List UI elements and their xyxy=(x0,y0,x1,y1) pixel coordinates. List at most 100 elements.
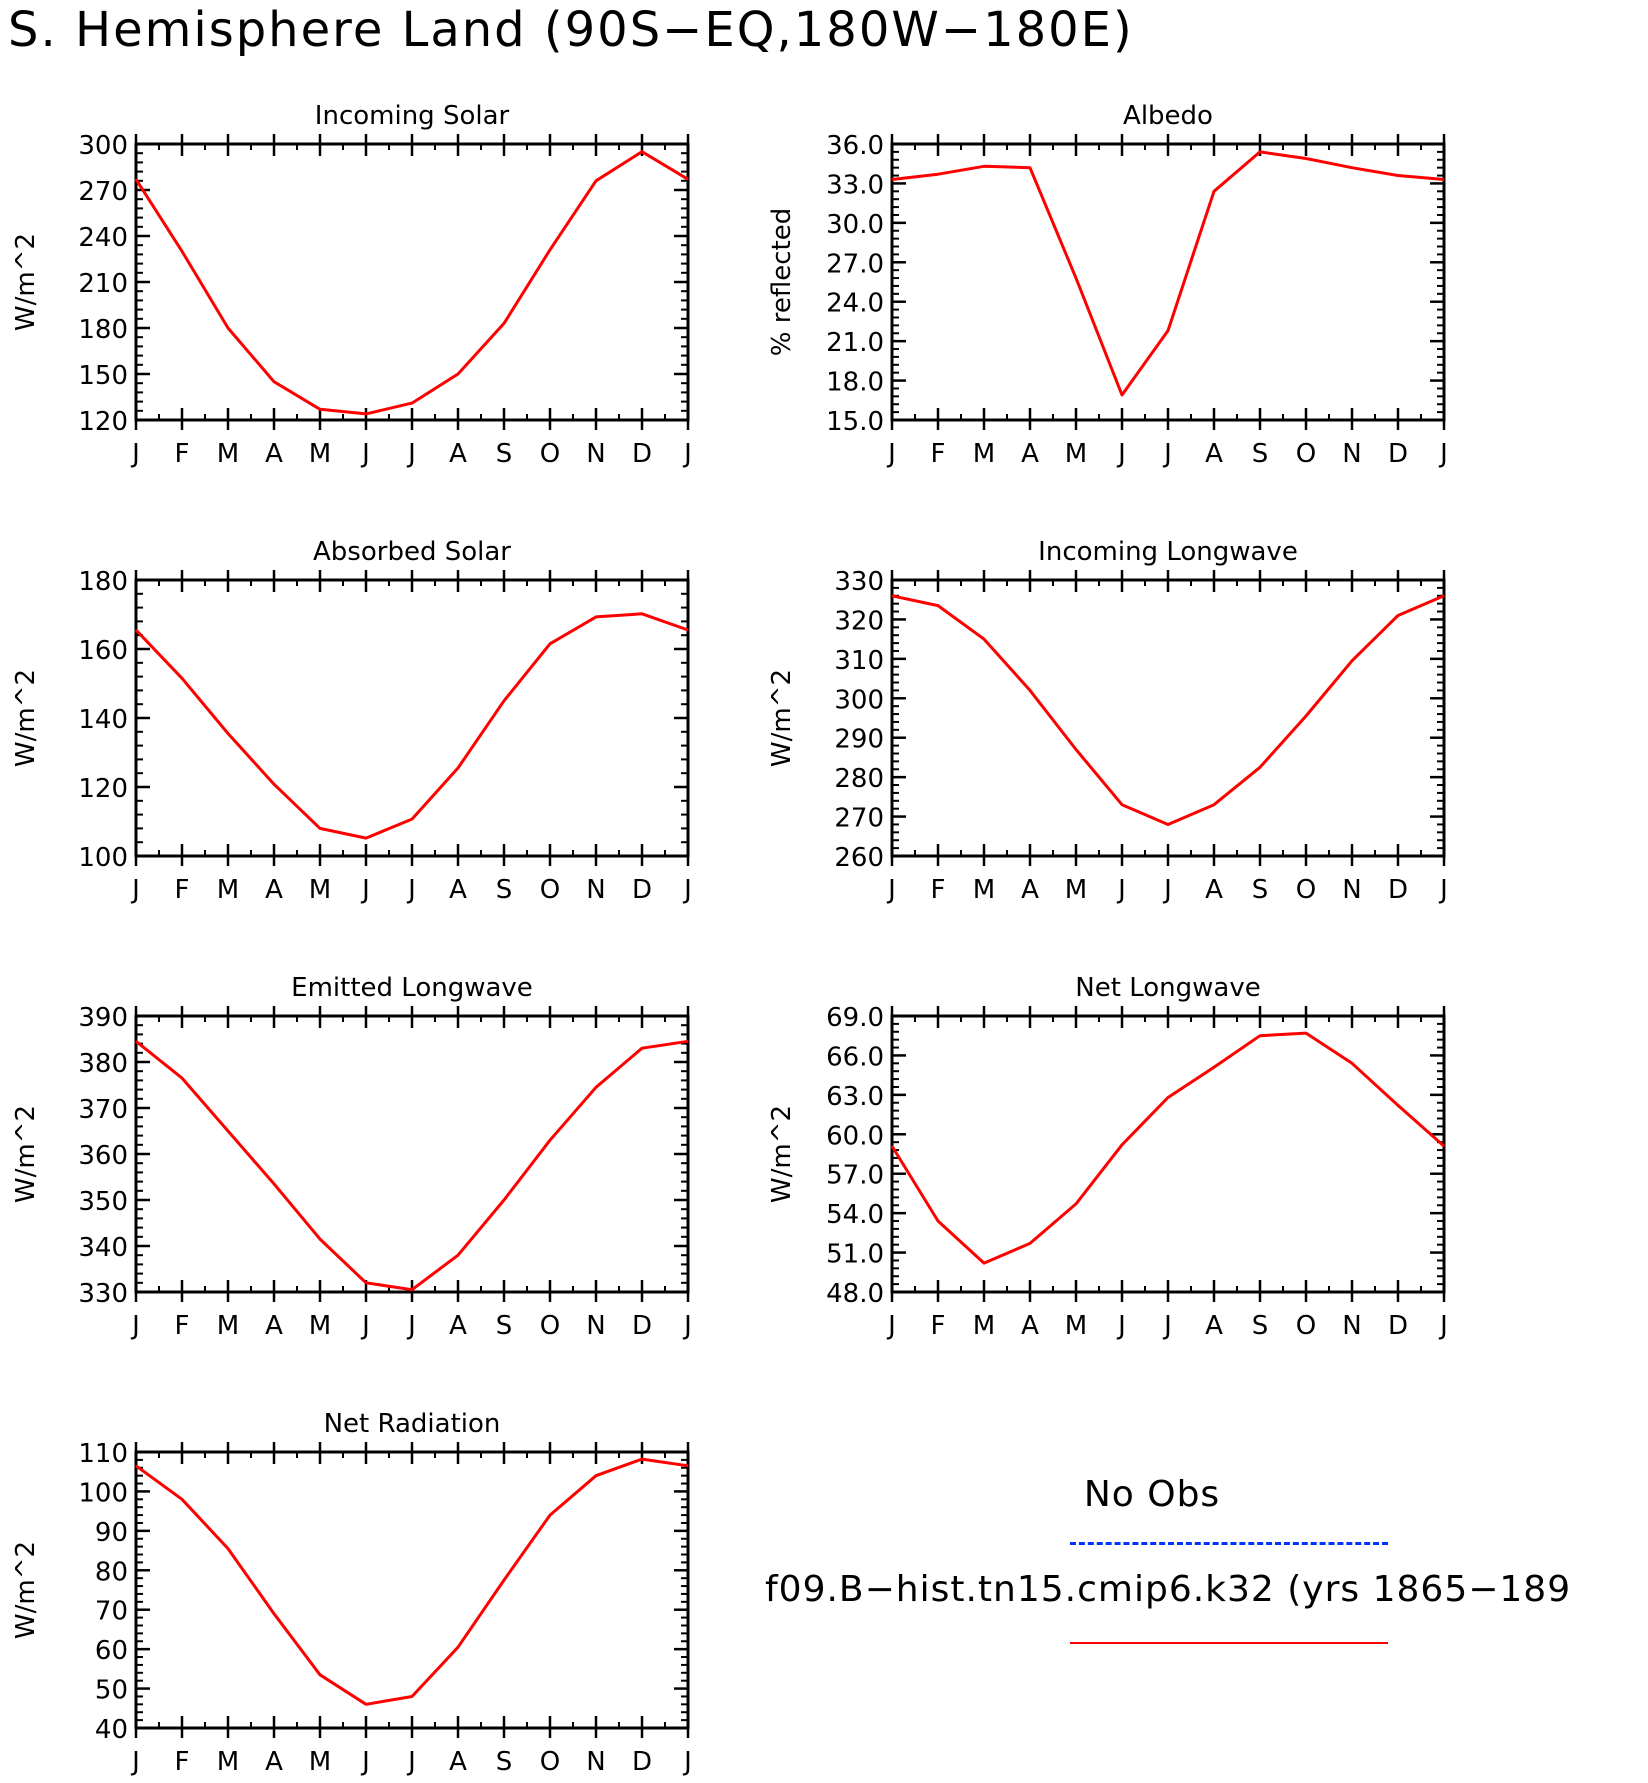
y-tick-label: 57.0 xyxy=(826,1161,884,1191)
y-tick-label: 30.0 xyxy=(826,210,884,240)
panel-title: Net Longwave xyxy=(1075,973,1260,1003)
y-axis-label: W/m^2 xyxy=(11,1105,41,1203)
data-point xyxy=(549,643,551,645)
y-tick-label: 310 xyxy=(834,646,884,676)
data-point xyxy=(641,1047,643,1049)
y-tick-label: 36.0 xyxy=(826,131,884,161)
x-tick-label: O xyxy=(1296,875,1316,905)
data-point xyxy=(687,1040,689,1042)
panel-title: Incoming Solar xyxy=(315,101,510,131)
x-tick-label: J xyxy=(130,1747,140,1777)
y-tick-label: 320 xyxy=(834,606,884,636)
x-tick-label: J xyxy=(1162,875,1172,905)
x-tick-label: J xyxy=(1116,1311,1126,1341)
x-tick-label: D xyxy=(632,875,652,905)
data-point xyxy=(549,1139,551,1141)
data-point xyxy=(891,595,893,597)
data-point xyxy=(1351,660,1353,662)
x-tick-label: O xyxy=(540,875,560,905)
x-tick-label: J xyxy=(1162,1311,1172,1341)
x-tick-label: F xyxy=(931,875,946,905)
y-tick-label: 330 xyxy=(834,567,884,597)
x-tick-label: M xyxy=(1065,875,1087,905)
data-point xyxy=(319,1674,321,1676)
data-point xyxy=(273,783,275,785)
data-point xyxy=(319,408,321,410)
data-point xyxy=(983,1262,985,1264)
x-tick-label: J xyxy=(1438,875,1448,905)
plot-frame xyxy=(134,1014,690,1294)
data-point xyxy=(983,638,985,640)
data-point xyxy=(1167,823,1169,825)
data-point xyxy=(1351,167,1353,169)
x-tick-label: D xyxy=(632,439,652,469)
x-tick-label: J xyxy=(1116,875,1126,905)
y-tick-label: 300 xyxy=(78,131,128,161)
data-point xyxy=(273,1183,275,1185)
x-tick-label: F xyxy=(175,1311,190,1341)
data-point xyxy=(641,1458,643,1460)
x-tick-label: J xyxy=(682,1747,692,1777)
data-point xyxy=(937,173,939,175)
data-point xyxy=(1443,178,1445,180)
data-point xyxy=(641,613,643,615)
data-point xyxy=(1075,1203,1077,1205)
data-point xyxy=(227,1130,229,1132)
panel-incoming-solar: J F M A M J J A S O N D J120150180210240270300Incomi… xyxy=(11,101,692,469)
data-point xyxy=(1305,715,1307,717)
x-tick-label: A xyxy=(1021,875,1039,905)
data-point xyxy=(595,1086,597,1088)
data-point xyxy=(549,1514,551,1516)
x-tick-label: O xyxy=(540,1747,560,1777)
x-tick-label: A xyxy=(265,1747,283,1777)
data-point xyxy=(937,605,939,607)
data-point xyxy=(365,413,367,415)
data-point xyxy=(1121,804,1123,806)
data-point xyxy=(365,837,367,839)
y-axis-label: W/m^2 xyxy=(11,233,41,331)
x-tick-label: N xyxy=(1342,875,1361,905)
data-point xyxy=(549,249,551,251)
y-tick-label: 330 xyxy=(78,1279,128,1309)
y-tick-label: 340 xyxy=(78,1233,128,1263)
x-tick-label: S xyxy=(1252,875,1269,905)
x-tick-label: A xyxy=(1205,1311,1223,1341)
y-tick-label: 150 xyxy=(78,361,128,391)
data-point xyxy=(1259,766,1261,768)
y-tick-label: 120 xyxy=(78,407,128,437)
y-tick-label: 370 xyxy=(78,1095,128,1125)
data-point xyxy=(457,373,459,375)
panel-title: Emitted Longwave xyxy=(291,973,533,1003)
y-tick-label: 90 xyxy=(95,1518,128,1548)
data-point xyxy=(687,629,689,631)
data-point xyxy=(687,178,689,180)
data-point xyxy=(1213,190,1215,192)
x-tick-label: A xyxy=(1021,439,1039,469)
x-tick-label: J xyxy=(130,439,140,469)
x-tick-label: M xyxy=(973,1311,995,1341)
x-tick-label: S xyxy=(496,1747,513,1777)
x-tick-label: J xyxy=(1438,439,1448,469)
x-tick-label: F xyxy=(175,875,190,905)
x-tick-label: M xyxy=(1065,439,1087,469)
x-tick-label: A xyxy=(449,1747,467,1777)
y-tick-label: 160 xyxy=(78,636,128,666)
data-point xyxy=(411,402,413,404)
data-point xyxy=(687,1465,689,1467)
x-tick-label: N xyxy=(1342,439,1361,469)
x-tick-label: M xyxy=(309,439,331,469)
data-point xyxy=(503,322,505,324)
x-tick-label: A xyxy=(449,439,467,469)
plot-frame xyxy=(134,142,690,422)
data-point xyxy=(937,1220,939,1222)
x-tick-label: O xyxy=(1296,1311,1316,1341)
data-point xyxy=(1397,1104,1399,1106)
x-tick-label: J xyxy=(1116,439,1126,469)
data-point xyxy=(457,1646,459,1648)
data-point xyxy=(1121,394,1123,396)
y-tick-label: 180 xyxy=(78,315,128,345)
legend-obs-line xyxy=(1070,1542,1388,1545)
x-tick-label: A xyxy=(449,875,467,905)
data-point xyxy=(503,1579,505,1581)
